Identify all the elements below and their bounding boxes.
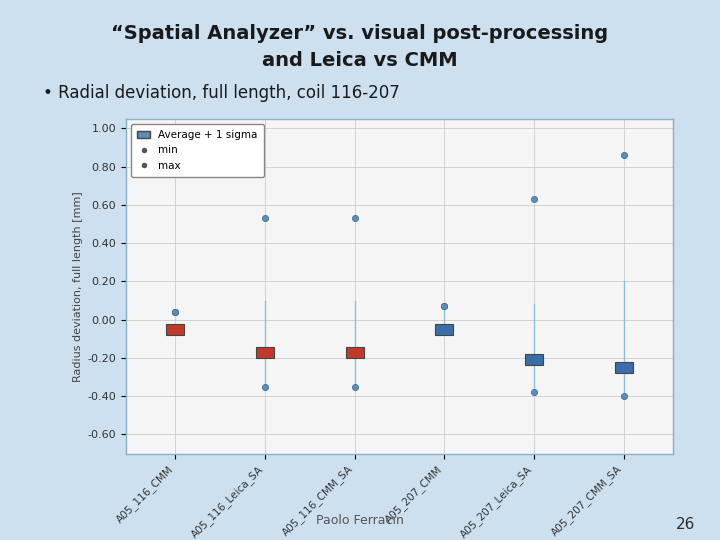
- Legend: Average + 1 sigma, min, max: Average + 1 sigma, min, max: [131, 124, 264, 177]
- Text: • Radial deviation, full length, coil 116-207: • Radial deviation, full length, coil 11…: [43, 84, 400, 102]
- Bar: [615, 362, 633, 373]
- Bar: [256, 347, 274, 357]
- Text: 26: 26: [675, 517, 695, 532]
- Bar: [436, 324, 454, 335]
- Text: Paolo Ferracin: Paolo Ferracin: [316, 514, 404, 526]
- Y-axis label: Radius deviation, full length [mm]: Radius deviation, full length [mm]: [73, 191, 84, 382]
- Text: and Leica vs CMM: and Leica vs CMM: [262, 51, 458, 70]
- Text: “Spatial Analyzer” vs. visual post-processing: “Spatial Analyzer” vs. visual post-proce…: [112, 24, 608, 43]
- Bar: [166, 324, 184, 335]
- Bar: [346, 347, 364, 357]
- Bar: [525, 354, 543, 365]
